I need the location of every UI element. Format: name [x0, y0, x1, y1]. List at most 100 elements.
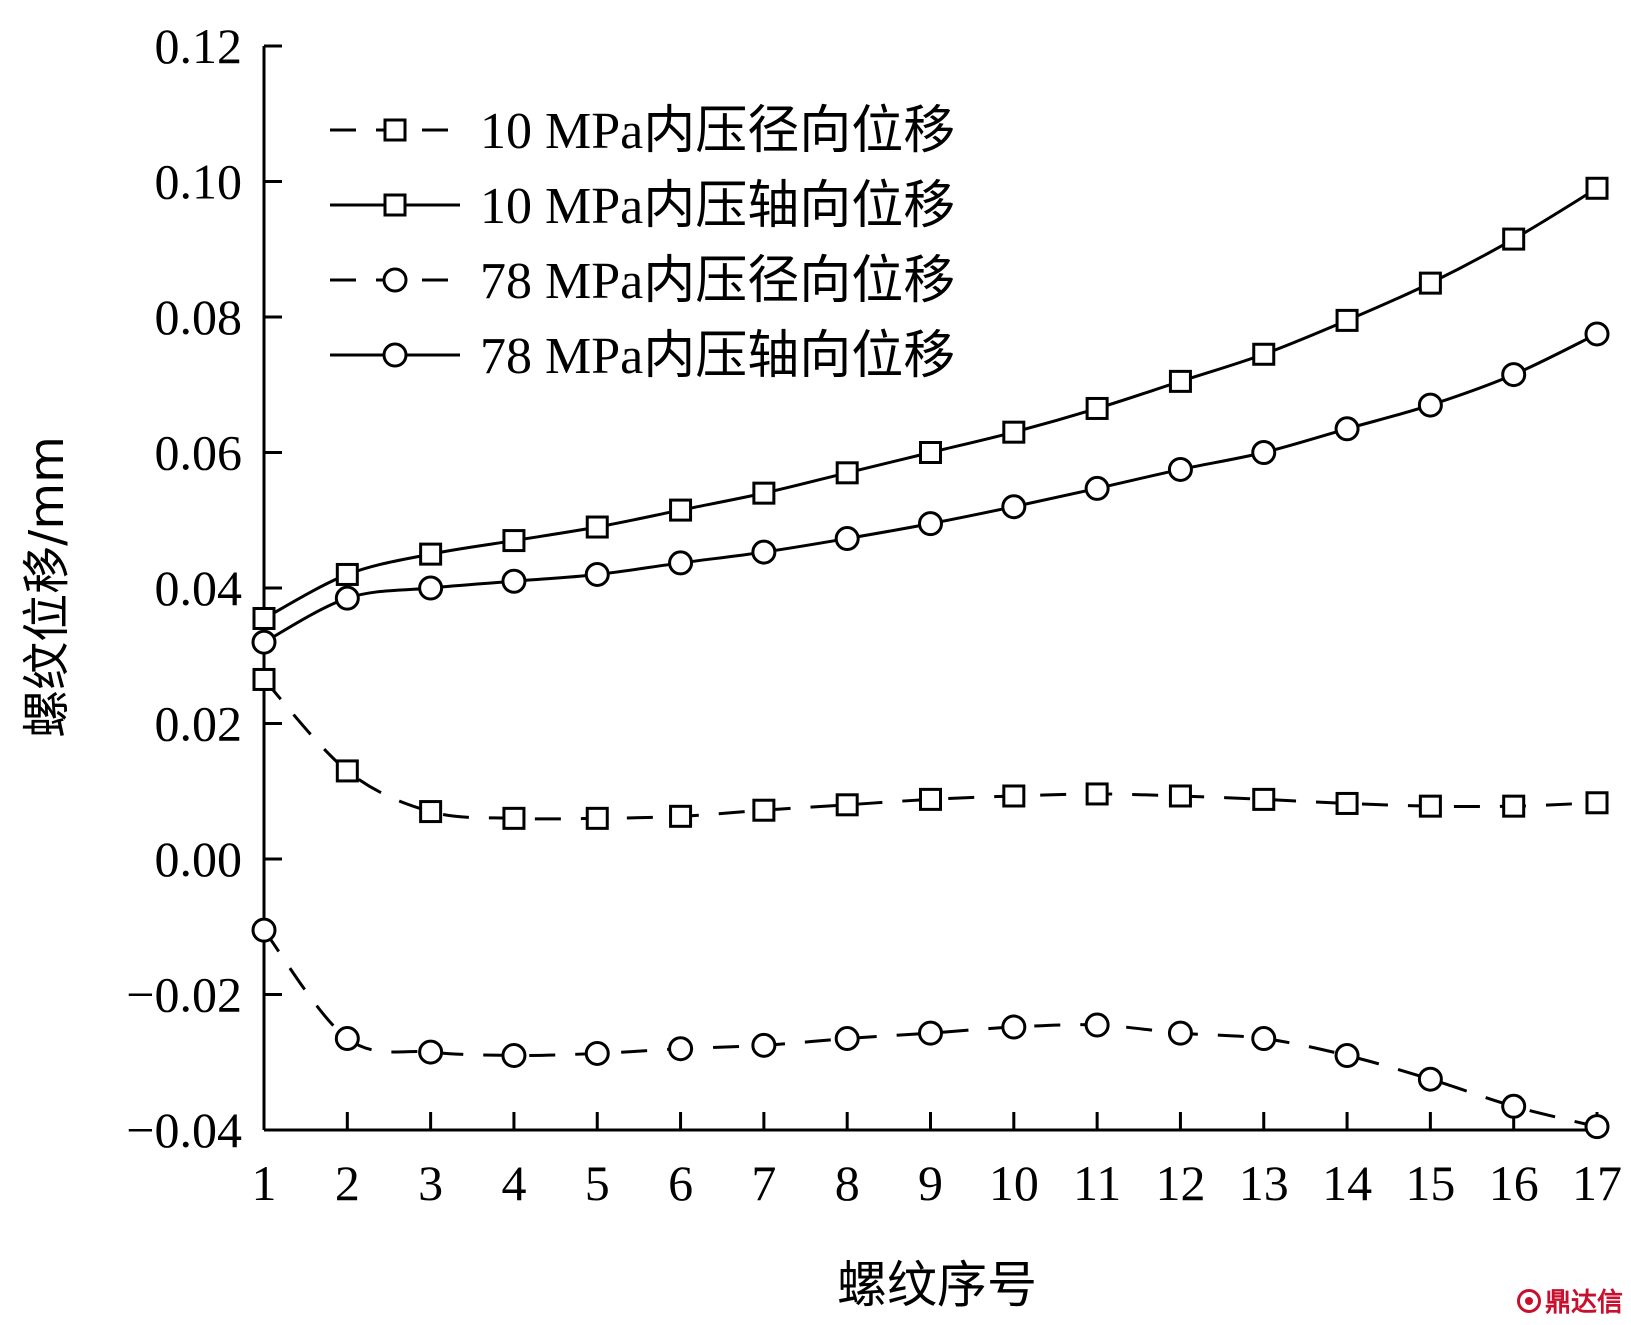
data-point: [419, 542, 443, 566]
x-tick-label: 10: [989, 1155, 1039, 1211]
data-point: [918, 1020, 943, 1046]
x-tick-label: 2: [335, 1155, 360, 1211]
data-point: [335, 562, 359, 586]
data-point: [1334, 416, 1360, 442]
data-point: [1167, 456, 1193, 482]
data-point: [1501, 362, 1527, 388]
x-tick-label: 14: [1322, 1155, 1372, 1211]
data-point: [501, 568, 527, 594]
legend-label: 10 MPa内压轴向位移: [480, 178, 955, 235]
data-point: [752, 798, 776, 822]
y-tick-label: −0.04: [126, 1102, 242, 1158]
data-point: [919, 787, 942, 811]
data-point: [1084, 475, 1110, 501]
data-point: [334, 585, 360, 611]
data-point: [1168, 369, 1192, 393]
tick-labels: 0.120.100.080.060.040.020.00−0.02−0.041 2…: [126, 18, 1622, 1211]
data-point: [585, 515, 609, 539]
data-point: [335, 759, 359, 783]
series-line: [262, 678, 1598, 821]
x-tick-label: 13: [1239, 1155, 1289, 1211]
data-point: [1584, 1114, 1610, 1140]
series-4: [251, 321, 1610, 655]
watermark-logo: 鼎达信: [1516, 1282, 1623, 1319]
series-group: [251, 176, 1610, 1140]
data-point: [1585, 791, 1609, 815]
data-point: [1002, 420, 1026, 444]
data-point: [1585, 176, 1609, 200]
axes: [262, 44, 1599, 1132]
data-point: [1501, 1093, 1527, 1119]
data-point: [1502, 227, 1526, 251]
x-tick-label: 11: [1073, 1155, 1121, 1211]
y-tick-label: 0.12: [155, 18, 243, 74]
legend-marker: [382, 267, 408, 293]
y-tick-label: 0.08: [155, 289, 243, 345]
data-point: [1251, 1026, 1277, 1052]
y-tick-label: −0.02: [126, 967, 242, 1023]
data-point: [1168, 784, 1192, 808]
data-point: [834, 526, 860, 552]
data-point: [1584, 321, 1610, 347]
data-point: [835, 461, 859, 485]
data-point: [419, 800, 443, 824]
data-point: [1417, 1066, 1443, 1092]
data-point: [1417, 392, 1443, 418]
y-tick-label: 0.04: [155, 560, 243, 616]
y-tick-label: 0.00: [155, 831, 243, 887]
data-point: [751, 1032, 777, 1058]
legend-item: 10 MPa内压径向位移: [330, 103, 955, 160]
data-point: [834, 1026, 860, 1052]
data-point: [252, 667, 276, 691]
x-tick-label: 7: [751, 1155, 776, 1211]
data-point: [1252, 787, 1276, 811]
legend-label: 10 MPa内压径向位移: [480, 103, 955, 160]
data-point: [502, 806, 526, 830]
y-tick-label: 0.02: [155, 696, 243, 752]
data-point: [1418, 794, 1442, 818]
data-point: [668, 1036, 694, 1062]
x-tick-label: 16: [1489, 1155, 1539, 1211]
legend-label: 78 MPa内压径向位移: [480, 253, 955, 310]
legend-marker: [382, 342, 408, 368]
legend-item: 78 MPa内压轴向位移: [330, 328, 955, 385]
data-point: [502, 529, 526, 553]
x-tick-label: 17: [1572, 1155, 1622, 1211]
legend-label: 78 MPa内压轴向位移: [480, 328, 955, 385]
data-point: [251, 629, 277, 655]
x-tick-label: 15: [1405, 1155, 1455, 1211]
series-1: [252, 667, 1609, 830]
x-axis-label: 螺纹序号: [837, 1256, 1037, 1314]
legend-item: 10 MPa内压轴向位移: [330, 178, 955, 235]
data-point: [1418, 271, 1442, 295]
data-point: [251, 917, 277, 943]
data-point: [334, 1026, 360, 1052]
x-tick-label: 1: [252, 1155, 277, 1211]
data-point: [252, 606, 276, 630]
data-point: [1252, 342, 1276, 366]
data-point: [752, 481, 776, 505]
data-point: [1084, 1012, 1110, 1038]
data-point: [1002, 784, 1026, 808]
legend: 10 MPa内压径向位移 10 MPa内压轴向位移 78 MPa内压径向位移 78 M…: [330, 103, 955, 385]
legend-marker: [383, 193, 407, 217]
x-tick-label: 3: [418, 1155, 443, 1211]
data-point: [585, 806, 609, 830]
data-point: [1085, 396, 1109, 420]
x-tick-label: 8: [835, 1155, 860, 1211]
data-point: [1334, 1042, 1360, 1068]
data-point: [418, 1039, 444, 1065]
data-point: [1335, 791, 1359, 815]
y-axis-label: 螺纹位移/mm: [19, 436, 75, 738]
series-3: [251, 917, 1610, 1140]
data-point: [919, 441, 942, 464]
data-point: [501, 1042, 527, 1068]
x-tick-label: 6: [668, 1155, 693, 1211]
data-point: [918, 511, 943, 537]
data-point: [584, 561, 610, 587]
data-point: [1502, 794, 1526, 818]
data-point: [418, 575, 444, 601]
data-point: [751, 539, 777, 565]
y-tick-label: 0.10: [155, 154, 243, 210]
